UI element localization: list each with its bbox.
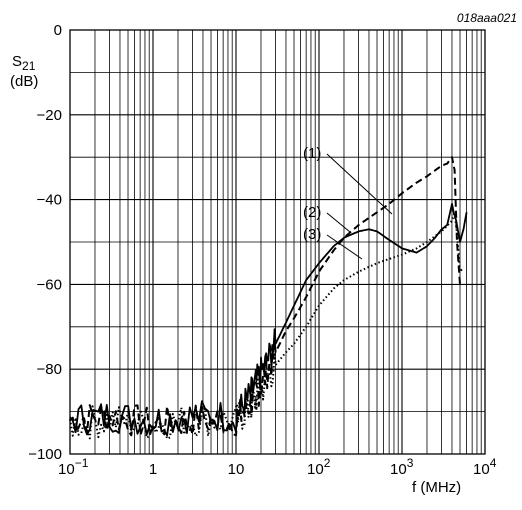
y-tick-label: −20 bbox=[37, 107, 62, 124]
x-tick-base: 10 bbox=[307, 461, 324, 478]
annotation-2-leader bbox=[326, 212, 351, 233]
annotation-3-leader bbox=[326, 234, 363, 260]
y-tick-label: −100 bbox=[28, 446, 62, 463]
x-tick-labels: 10−1 1 10 102 103 104 bbox=[58, 456, 497, 478]
x-tick-exponent: −1 bbox=[75, 456, 89, 470]
series-line-1 bbox=[69, 156, 461, 437]
x-tick-label: 103 bbox=[390, 456, 414, 478]
y-axis-label: S21 bbox=[12, 53, 36, 73]
y-axis-label-subscript: 21 bbox=[22, 59, 36, 73]
x-tick-label: 1 bbox=[149, 461, 157, 478]
annotation-3-label: (3) bbox=[303, 226, 321, 243]
y-tick-label: −60 bbox=[37, 276, 62, 293]
x-tick-exponent: 3 bbox=[407, 456, 414, 470]
x-tick-label: 10 bbox=[228, 461, 245, 478]
y-tick-label: −40 bbox=[37, 192, 62, 209]
y-axis-label-main: S bbox=[12, 53, 22, 70]
annotation-1-leader bbox=[326, 153, 393, 215]
y-tick-label: 0 bbox=[54, 22, 62, 39]
annotation-1-label: (1) bbox=[303, 145, 321, 162]
curve-annotations: (1) (2) (3) bbox=[303, 145, 393, 260]
y-tick-labels: 0 −20 −40 −60 −80 −100 bbox=[28, 22, 62, 463]
plot-frame bbox=[69, 29, 486, 455]
x-tick-exponent: 4 bbox=[490, 456, 497, 470]
x-tick-exponent: 2 bbox=[324, 456, 331, 470]
series-layer bbox=[69, 156, 468, 440]
y-tick-label: −80 bbox=[37, 361, 62, 378]
x-axis-label: f (MHz) bbox=[412, 479, 461, 496]
y-axis-unit: (dB) bbox=[10, 73, 38, 90]
annotation-2-label: (2) bbox=[303, 204, 321, 221]
x-tick-base: 10 bbox=[473, 461, 490, 478]
x-tick-base: 10 bbox=[58, 461, 75, 478]
x-tick-label: 104 bbox=[473, 456, 497, 478]
series-line-3 bbox=[69, 211, 465, 440]
grid-lines bbox=[70, 29, 485, 455]
x-tick-label: 10−1 bbox=[58, 456, 89, 478]
x-tick-label: 102 bbox=[307, 456, 331, 478]
figure-id: 018aaa021 bbox=[457, 11, 517, 25]
x-tick-base: 10 bbox=[390, 461, 407, 478]
